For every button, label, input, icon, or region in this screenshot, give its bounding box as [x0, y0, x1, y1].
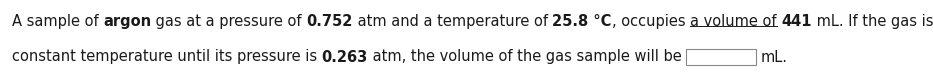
Text: 441: 441	[781, 14, 812, 29]
Text: mL.: mL.	[760, 49, 787, 65]
Text: atm, the volume of the gas sample will be: atm, the volume of the gas sample will b…	[368, 49, 687, 65]
Text: constant temperature until its pressure is: constant temperature until its pressure …	[12, 49, 322, 65]
Text: , occupies: , occupies	[612, 14, 690, 29]
Text: 25.8 °C: 25.8 °C	[552, 14, 612, 29]
Text: mL. If the gas is: mL. If the gas is	[812, 14, 933, 29]
Text: 0.752: 0.752	[307, 14, 353, 29]
Text: 0.263: 0.263	[322, 49, 368, 65]
Text: argon: argon	[104, 14, 151, 29]
Text: gas at a pressure of: gas at a pressure of	[151, 14, 307, 29]
Text: A sample of: A sample of	[12, 14, 104, 29]
Text: a volume of: a volume of	[690, 14, 776, 29]
Text: atm and a temperature of: atm and a temperature of	[353, 14, 552, 29]
